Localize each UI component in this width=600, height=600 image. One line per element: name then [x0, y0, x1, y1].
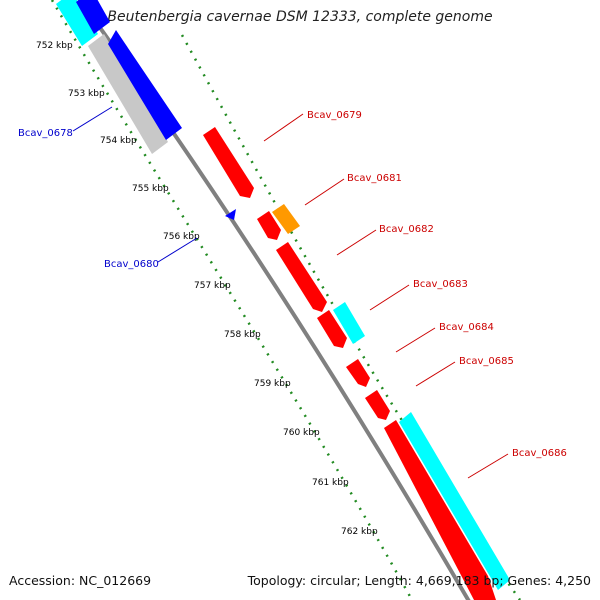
map-title: Beutenbergia cavernae DSM 12333, complet… [107, 9, 493, 25]
gene-arrow-red-0685a[interactable] [346, 359, 370, 387]
gene-label-bcav-0681[interactable]: Bcav_0681 [347, 173, 402, 184]
gene-label-bcav-0685[interactable]: Bcav_0685 [459, 356, 514, 367]
gene-arrow-blue[interactable] [76, 0, 110, 34]
gene-label-bcav-0680[interactable]: Bcav_0680 [104, 259, 159, 270]
gene-arrow-blue-long[interactable] [108, 30, 182, 140]
gene-arrow-red-0679[interactable] [203, 127, 254, 198]
gene-arrow-cyan-0683[interactable] [333, 302, 365, 344]
scale-label-752: 752 kbp [36, 41, 73, 51]
gene-arrow-red-0682[interactable] [276, 242, 327, 312]
gene-arrow-red-0684[interactable] [317, 310, 347, 348]
gene-label-bcav-0682[interactable]: Bcav_0682 [379, 224, 434, 235]
gene-label-bcav-0684[interactable]: Bcav_0684 [439, 322, 494, 333]
forward-strand-genes[interactable] [203, 127, 510, 600]
inner-tick-track [50, 0, 414, 600]
scale-label-760: 760 kbp [283, 428, 320, 438]
gene-arrow-red-0680b[interactable] [257, 211, 281, 240]
scale-label-759: 759 kbp [254, 379, 291, 389]
scale-label-753: 753 kbp [68, 89, 105, 99]
scale-label-762: 762 kbp [341, 527, 378, 537]
gene-arrow-gray[interactable] [88, 34, 168, 154]
gene-arrow-red-0686[interactable] [384, 420, 496, 600]
accession-text: Accession: NC_012669 [9, 573, 152, 588]
scale-label-756: 756 kbp [163, 232, 200, 242]
gene-label-bcav-0678[interactable]: Bcav_0678 [18, 128, 73, 139]
genome-summary-text: Topology: circular; Length: 4,669,183 bp… [247, 573, 591, 588]
gene-arrow-blue-small[interactable] [225, 209, 236, 220]
scale-label-761: 761 kbp [312, 478, 349, 488]
reverse-strand-genes-top[interactable] [56, 0, 182, 154]
scale-label-757: 757 kbp [194, 281, 231, 291]
gene-label-bcav-0683[interactable]: Bcav_0683 [413, 279, 468, 290]
reverse-gene-labels: Bcav_0678 Bcav_0680 [18, 106, 198, 270]
kbp-scale: 752 kbp 753 kbp 754 kbp 755 kbp 756 kbp … [36, 41, 378, 537]
gene-arrow-red-0685b[interactable] [365, 390, 390, 420]
scale-label-758: 758 kbp [224, 330, 261, 340]
gene-arrow-cyan-0686[interactable] [399, 412, 510, 590]
scale-label-755: 755 kbp [132, 184, 169, 194]
forward-gene-labels: Bcav_0679 Bcav_0681 Bcav_0682 Bcav_0683 … [263, 110, 567, 479]
scale-label-754: 754 kbp [100, 136, 137, 146]
gene-arrow-orange-0681[interactable] [272, 204, 300, 234]
gene-arrow-cyan[interactable] [56, 0, 98, 46]
gene-label-bcav-0686[interactable]: Bcav_0686 [512, 448, 567, 459]
gene-label-bcav-0679[interactable]: Bcav_0679 [307, 110, 362, 121]
